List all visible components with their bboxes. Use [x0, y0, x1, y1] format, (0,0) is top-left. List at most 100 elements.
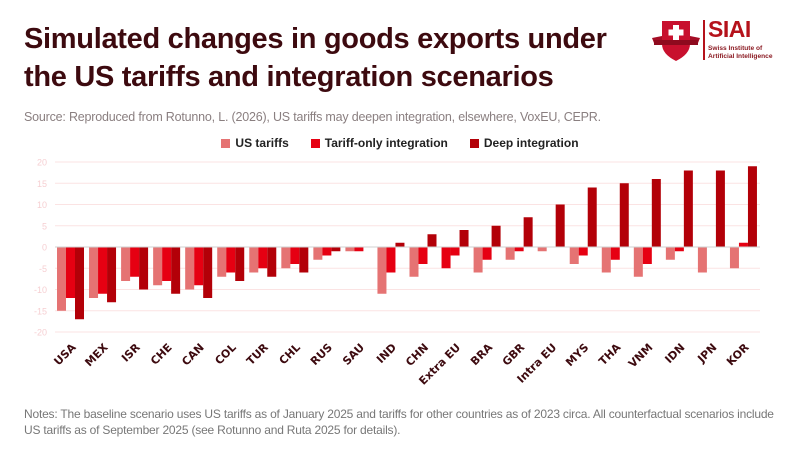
bar-deep-integration-jpn — [715, 170, 725, 247]
bar-us-tariffs-intra-eu — [537, 247, 547, 252]
bar-deep-integration-rus — [331, 247, 341, 252]
bar-deep-integration-isr — [139, 247, 149, 290]
bar-deep-integration-intra-eu — [555, 204, 565, 247]
bar-us-tariffs-sau — [345, 247, 355, 252]
legend-label: Deep integration — [483, 136, 579, 150]
bar-us-tariffs-can — [185, 247, 195, 290]
x-tick-label: USA — [51, 341, 78, 368]
bar-deep-integration-can — [203, 247, 213, 298]
bar-us-tariffs-mex — [89, 247, 99, 298]
x-tick-label: MEX — [82, 341, 111, 370]
bar-us-tariffs-col — [217, 247, 227, 277]
x-tick-label: ISR — [119, 341, 143, 365]
y-tick-label: -5 — [39, 264, 47, 274]
bar-tariff-only-integration-che — [162, 247, 172, 281]
y-tick-label: 5 — [42, 221, 47, 231]
x-tick-label: CHL — [277, 341, 303, 367]
bar-tariff-only-integration-col — [226, 247, 236, 273]
bar-tariff-only-integration-ind — [386, 247, 396, 273]
x-axis-labels: USA MEX ISR CHE CAN COL TUR CHL RUS SAU IND CHNExtr… — [51, 341, 751, 388]
title-line-2: the US tariffs and integration scenarios — [24, 61, 554, 93]
siai-logo: SIAI Swiss Institute of Artificial Intel… — [650, 16, 778, 63]
y-tick-label: -20 — [34, 328, 47, 338]
y-tick-label: 20 — [37, 158, 47, 168]
bar-us-tariffs-chn — [409, 247, 419, 277]
bar-tariff-only-integration-vnm — [642, 247, 652, 264]
logo-subtitle-line-1: Swiss Institute of — [708, 45, 763, 52]
shield-cross-icon — [652, 21, 700, 61]
bar-tariff-only-integration-extra-eu — [450, 247, 460, 256]
bar-us-tariffs-jpn — [697, 247, 707, 273]
bar-deep-integration-vnm — [651, 179, 661, 247]
legend-label: Tariff-only integration — [324, 136, 448, 150]
x-tick-label: CHN — [403, 341, 431, 369]
y-tick-label: 10 — [37, 200, 47, 210]
x-tick-label: SAU — [340, 341, 367, 368]
x-tick-label: JPN — [695, 341, 720, 366]
bar-deep-integration-tha — [619, 183, 629, 247]
bar-us-tariffs-usa — [57, 247, 66, 311]
bar-deep-integration-extra-eu — [459, 230, 469, 247]
x-tick-label: VNM — [626, 341, 655, 370]
logo-subtitle: Swiss Institute of Artificial Intelligen… — [708, 45, 778, 60]
bar-deep-integration-usa — [75, 247, 84, 320]
x-tick-label: CHE — [148, 341, 175, 368]
x-tick-label: IDN — [662, 341, 687, 366]
bar-us-tariffs-che — [153, 247, 163, 286]
bar-us-tariffs-rus — [313, 247, 323, 260]
bar-us-tariffs-tur — [249, 247, 259, 273]
x-tick-label: MYS — [563, 341, 591, 369]
x-tick-label: TUR — [244, 341, 271, 368]
x-tick-label: THA — [596, 341, 623, 368]
bar-us-tariffs-isr — [121, 247, 131, 281]
bar-tariff-only-integration-tur — [258, 247, 268, 269]
bar-us-tariffs-kor — [729, 247, 739, 269]
bars — [57, 166, 757, 320]
legend-swatch — [221, 138, 231, 148]
bar-tariff-only-integration-kor — [738, 242, 748, 247]
notes: Notes: The baseline scenario uses US tar… — [24, 407, 774, 437]
bar-us-tariffs-ind — [377, 247, 387, 294]
y-axis-ticks: 20 15 10 5 0 -5 -10 -15 -20 — [34, 158, 47, 338]
bar-us-tariffs-tha — [601, 247, 611, 273]
bar-deep-integration-mys — [587, 187, 597, 247]
bar-us-tariffs-vnm — [633, 247, 643, 277]
bar-deep-integration-bra — [491, 225, 501, 247]
bar-deep-integration-mex — [107, 247, 117, 303]
x-tick-label: COL — [212, 341, 238, 367]
x-tick-label: IND — [374, 341, 399, 366]
bar-tariff-only-integration-gbr — [514, 247, 524, 252]
bar-tariff-only-integration-mys — [578, 247, 588, 256]
chart-title: Simulated changes in goods exports under… — [24, 20, 644, 96]
bar-tariff-only-integration-usa — [66, 247, 75, 298]
bar-deep-integration-idn — [683, 170, 693, 247]
x-tick-label: KOR — [724, 341, 752, 369]
legend-label: US tariffs — [235, 136, 289, 150]
legend-swatch — [310, 138, 320, 148]
y-tick-label: -10 — [34, 285, 47, 295]
bar-us-tariffs-chl — [281, 247, 291, 269]
x-tick-label: CAN — [179, 341, 206, 368]
bar-tariff-only-integration-chl — [290, 247, 300, 264]
legend-item-us-tariffs: US tariffs — [221, 136, 289, 150]
x-tick-label: RUS — [308, 341, 335, 368]
chart-legend: US tariffs Tariff-only integration Deep … — [0, 136, 800, 150]
legend-item-tariff-only: Tariff-only integration — [310, 136, 448, 150]
logo-name: SIAI — [708, 16, 751, 42]
bar-deep-integration-col — [235, 247, 245, 281]
bar-us-tariffs-bra — [473, 247, 483, 273]
bar-us-tariffs-mys — [569, 247, 579, 264]
legend-swatch — [469, 138, 479, 148]
bar-tariff-only-integration-chn — [418, 247, 428, 264]
logo-divider — [703, 20, 705, 60]
bar-us-tariffs-extra-eu — [441, 247, 451, 269]
bar-deep-integration-ind — [395, 242, 405, 247]
x-tick-label: BRA — [468, 341, 495, 368]
bar-deep-integration-chl — [299, 247, 309, 273]
bar-tariff-only-integration-sau — [354, 247, 364, 252]
source-note: Source: Reproduced from Rotunno, L. (202… — [24, 110, 601, 124]
legend-item-deep-integration: Deep integration — [469, 136, 579, 150]
bar-chart: 20 15 10 5 0 -5 -10 -15 -20 USA MEX ISR CHE CAN COL TU… — [34, 158, 760, 388]
bar-us-tariffs-gbr — [505, 247, 515, 260]
bar-tariff-only-integration-idn — [674, 247, 684, 252]
